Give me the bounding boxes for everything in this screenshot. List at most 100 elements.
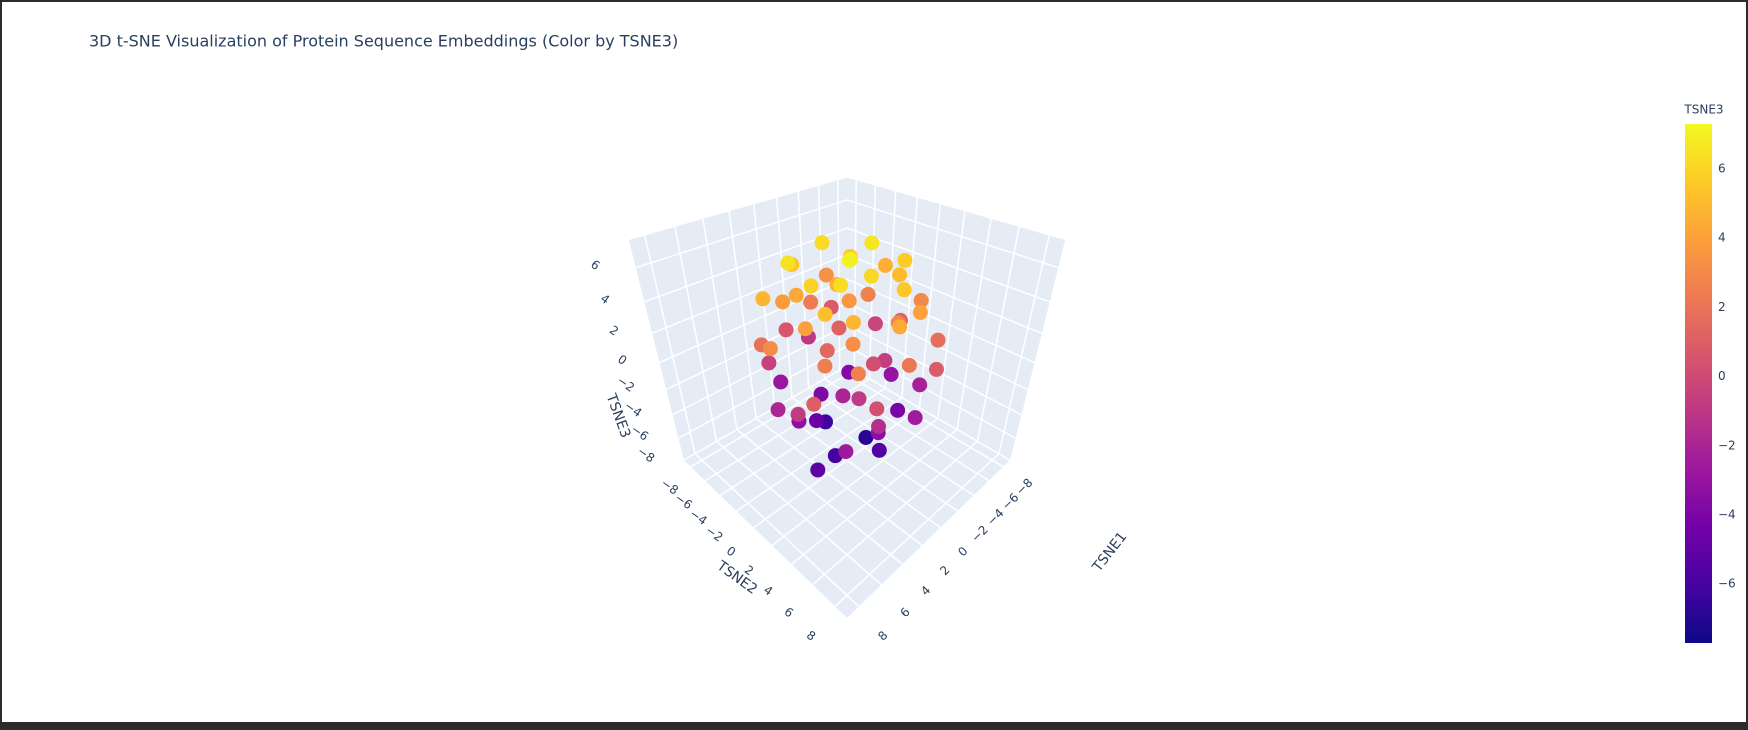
point bbox=[912, 377, 928, 393]
grid-line bbox=[736, 428, 903, 565]
grid-line bbox=[683, 365, 848, 461]
point bbox=[819, 343, 835, 359]
grid-line bbox=[753, 407, 920, 529]
grid-line bbox=[846, 199, 1059, 269]
point bbox=[780, 255, 796, 271]
point bbox=[845, 336, 861, 352]
point bbox=[877, 353, 893, 369]
grid-line bbox=[644, 235, 696, 454]
point bbox=[803, 278, 819, 294]
z-tick-label: 0 bbox=[615, 352, 629, 368]
point bbox=[818, 267, 834, 283]
grid-line bbox=[846, 365, 1011, 461]
grid-line bbox=[824, 378, 990, 482]
point bbox=[831, 320, 847, 336]
colorbar-tick-label: −2 bbox=[1718, 438, 1736, 452]
z-tick-label: 6 bbox=[588, 257, 602, 273]
point bbox=[778, 322, 794, 338]
point bbox=[838, 444, 854, 460]
point bbox=[841, 293, 857, 309]
point bbox=[883, 366, 899, 382]
chart-title: 3D t-SNE Visualization of Protein Sequen… bbox=[89, 32, 678, 51]
point bbox=[863, 268, 879, 284]
grid-line bbox=[976, 226, 1020, 442]
point bbox=[770, 402, 786, 418]
point bbox=[890, 402, 906, 418]
grid-line bbox=[716, 440, 882, 586]
grid-line bbox=[674, 226, 718, 442]
point bbox=[892, 319, 908, 335]
point bbox=[817, 306, 833, 322]
grid-line bbox=[998, 235, 1050, 454]
grid-line bbox=[635, 199, 848, 269]
point bbox=[850, 366, 866, 382]
y-tick-label: −4 bbox=[687, 506, 710, 528]
point bbox=[851, 391, 867, 407]
point bbox=[896, 282, 912, 298]
colorbar-tick-label: 0 bbox=[1718, 369, 1726, 383]
grid-line bbox=[812, 440, 978, 586]
z-tick-label: 4 bbox=[598, 291, 612, 307]
grid-line bbox=[659, 278, 848, 364]
point bbox=[810, 462, 826, 478]
point bbox=[797, 321, 813, 337]
point bbox=[809, 413, 825, 429]
grid-line bbox=[846, 278, 1035, 364]
x-tick-label: 0 bbox=[955, 544, 970, 559]
grid-line bbox=[702, 218, 738, 430]
y-tick-label: 4 bbox=[761, 583, 775, 599]
y-tick-label: −6 bbox=[672, 491, 695, 513]
colorbar-tick-label: −4 bbox=[1718, 507, 1736, 521]
grid-line bbox=[791, 428, 958, 565]
grid-line bbox=[651, 253, 848, 335]
z-tick-label: −6 bbox=[629, 422, 652, 444]
grid-line bbox=[755, 417, 923, 546]
grid-line bbox=[678, 345, 848, 439]
colorbar-tick-label: 2 bbox=[1718, 300, 1726, 314]
grid-line bbox=[736, 397, 903, 512]
point bbox=[788, 287, 804, 303]
grid-line bbox=[808, 387, 975, 497]
x-tick-label: −8 bbox=[1013, 476, 1035, 498]
grid-line bbox=[956, 218, 992, 430]
grid-line bbox=[797, 191, 810, 389]
point bbox=[907, 410, 923, 426]
x-tick-label: −2 bbox=[968, 523, 990, 545]
point bbox=[928, 361, 944, 377]
point bbox=[871, 442, 887, 458]
colorbar-title: TSNE3 bbox=[1683, 103, 1723, 117]
point bbox=[775, 294, 791, 310]
point bbox=[869, 401, 885, 417]
colorbar bbox=[1685, 124, 1712, 643]
x-axis-title: TSNE1 bbox=[1089, 529, 1130, 576]
grid-line bbox=[672, 324, 848, 416]
y-tick-label: 6 bbox=[782, 604, 796, 620]
point bbox=[892, 267, 908, 283]
colorbar-tick-label: −6 bbox=[1718, 577, 1736, 591]
x-tick-label: 2 bbox=[937, 563, 952, 578]
y-tick-label: 8 bbox=[804, 628, 818, 644]
grid-line bbox=[834, 453, 1000, 607]
point bbox=[867, 316, 883, 332]
x-tick-label: 8 bbox=[875, 628, 890, 643]
point bbox=[841, 252, 857, 268]
point bbox=[803, 294, 819, 310]
y-tick-label: 0 bbox=[724, 544, 738, 560]
point bbox=[913, 293, 929, 309]
point bbox=[877, 257, 893, 273]
grid-line bbox=[846, 227, 1050, 303]
point bbox=[864, 235, 880, 251]
point bbox=[897, 252, 913, 268]
grid-line bbox=[690, 369, 855, 468]
grid-line bbox=[771, 417, 939, 546]
point bbox=[865, 356, 881, 372]
point bbox=[755, 291, 771, 307]
x-tick-label: 4 bbox=[918, 583, 933, 598]
point bbox=[806, 396, 822, 412]
grid-line bbox=[918, 204, 942, 408]
x-tick-label: −4 bbox=[984, 506, 1006, 528]
point bbox=[773, 374, 789, 390]
grid-line bbox=[937, 211, 966, 419]
point bbox=[858, 429, 874, 445]
y-tick-label: −2 bbox=[703, 523, 726, 545]
